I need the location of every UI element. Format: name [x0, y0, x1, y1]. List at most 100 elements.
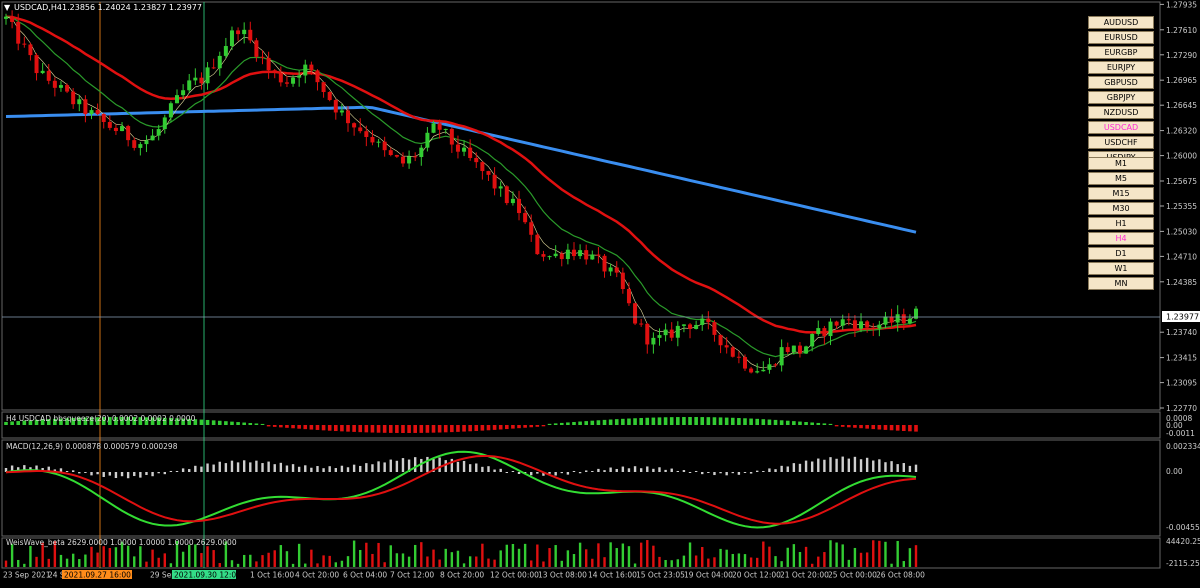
weis-bar [23, 563, 26, 567]
bbsqueeze-bar [327, 425, 332, 431]
weis-bar [511, 543, 515, 567]
timeframe-button-m30[interactable]: M30 [1088, 202, 1154, 215]
weis-bar [572, 554, 576, 567]
candle-body [584, 250, 589, 260]
bbsqueeze-bar [578, 421, 582, 425]
symbol-button-audusd[interactable]: AUDUSD [1088, 16, 1154, 29]
bbsqueeze-bar [779, 420, 784, 425]
symbol-button-eurusd[interactable]: EURUSD [1088, 31, 1154, 44]
timeframe-button-h4[interactable]: H4 [1088, 232, 1154, 245]
candle-body [346, 110, 351, 124]
candle-body [657, 335, 662, 338]
weis-bar [35, 556, 38, 567]
macd-histogram-bar [523, 472, 527, 473]
macd-histogram-bar [285, 465, 289, 472]
timeframe-button-h1[interactable]: H1 [1088, 217, 1154, 230]
macd-histogram-bar [792, 463, 796, 472]
timeframe-button-w1[interactable]: W1 [1088, 262, 1154, 275]
candle-body [175, 95, 180, 104]
weis-bar [413, 544, 417, 567]
timeframe-button-m15[interactable]: M15 [1088, 187, 1154, 200]
symbol-button-gbpjpy[interactable]: GBPJPY [1088, 91, 1154, 104]
bbsqueeze-bar [28, 420, 33, 425]
price-label: 1.26645 [1166, 101, 1197, 110]
weis-bar [395, 553, 399, 567]
candle-body [468, 147, 473, 158]
bbsqueeze-bar [71, 417, 75, 425]
weis-bar [291, 563, 295, 567]
weis-bar [157, 557, 160, 567]
candle-body [382, 141, 387, 151]
bbsqueeze-bar [712, 417, 717, 425]
time-label: 13 Oct 08:00 [538, 571, 587, 580]
timeframe-button-d1[interactable]: D1 [1088, 247, 1154, 260]
macd-histogram-bar [554, 472, 557, 476]
candle-body [492, 174, 497, 189]
candle-body [339, 110, 344, 113]
macd-axis-top: 0.002334 [1166, 442, 1200, 451]
weis-bar [505, 544, 509, 567]
candle-body [535, 234, 540, 255]
bbsqueeze-bar [505, 425, 509, 430]
timeframe-button-m5[interactable]: M5 [1088, 172, 1154, 185]
weis-bar [133, 556, 136, 567]
macd-histogram-bar [475, 463, 478, 472]
symbol-button-usdchf[interactable]: USDCHF [1088, 136, 1154, 149]
symbol-button-nzdusd[interactable]: NZDUSD [1088, 106, 1154, 119]
timeframe-button-m1[interactable]: M1 [1088, 157, 1154, 170]
bbsqueeze-bar [743, 418, 747, 425]
macd-histogram-bar [578, 472, 582, 474]
macd-histogram-bar [731, 472, 734, 474]
timeframe-button-mn[interactable]: MN [1088, 277, 1154, 290]
candle-body [16, 21, 21, 44]
macd-histogram-bar [603, 470, 606, 472]
candle-body [327, 92, 332, 101]
candle-body [77, 99, 82, 105]
macd-histogram-bar [47, 466, 50, 472]
weis-bar [352, 540, 356, 567]
symbol-button-usdcad[interactable]: USDCAD [1088, 121, 1154, 134]
weis-axis-bottom: -2115.25 [1166, 559, 1200, 568]
bbsqueeze-bar [816, 422, 821, 425]
symbol-button-eurgbp[interactable]: EURGBP [1088, 46, 1154, 59]
macd-histogram-bar [817, 458, 820, 472]
macd-histogram-bar [273, 464, 276, 472]
macd-histogram-bar [35, 465, 38, 472]
symbol-button-gbpusd[interactable]: GBPUSD [1088, 76, 1154, 89]
macd-histogram-bar [835, 458, 838, 472]
bbsqueeze-bar [547, 423, 552, 425]
weis-bar [798, 552, 802, 567]
bb-axis-bottom: -0.0011 [1166, 429, 1195, 438]
green-time-marker [172, 570, 236, 579]
macd-histogram-bar [676, 471, 680, 472]
candle-body [126, 126, 131, 141]
bbsqueeze-bar [309, 425, 314, 430]
bbsqueeze-bar [413, 425, 417, 433]
bbsqueeze-bar [65, 418, 69, 425]
macd-histogram-bar [444, 460, 447, 472]
weis-bar [517, 548, 521, 567]
weis-bar [126, 545, 130, 567]
macd-histogram-bar [365, 463, 368, 472]
weis-bar [872, 540, 875, 567]
weis-bar [591, 558, 594, 567]
weis-bar [114, 547, 118, 567]
weis-panel-frame [1, 537, 1161, 569]
weis-bar [652, 545, 655, 567]
macd-histogram-bar [566, 472, 570, 475]
weis-bar [346, 556, 350, 567]
macd-histogram-bar [297, 466, 301, 472]
weis-bar [890, 563, 893, 567]
weis-bar [762, 541, 765, 567]
dropdown-arrow-icon[interactable]: ▼ [4, 3, 11, 12]
candle-body [150, 135, 155, 141]
candle-body [804, 346, 809, 354]
symbol-button-eurjpy[interactable]: EURJPY [1088, 61, 1154, 74]
candle-body [297, 75, 302, 78]
macd-histogram-bar [206, 463, 209, 472]
price-label: 1.23415 [1166, 354, 1197, 363]
weis-bar [389, 545, 392, 567]
bbsqueeze-bar [450, 425, 454, 433]
